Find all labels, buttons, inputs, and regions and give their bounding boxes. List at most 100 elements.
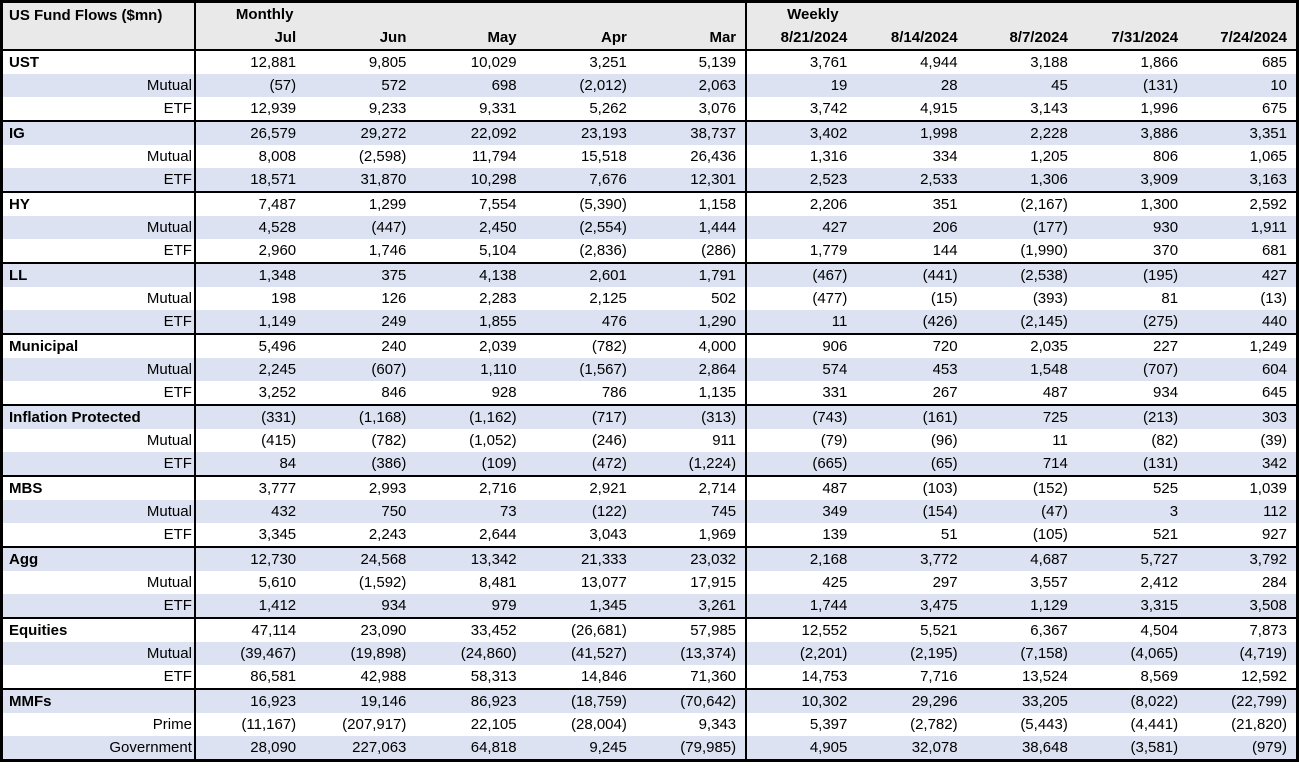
value-cell: 139	[822, 526, 848, 543]
value-cell: 3,402	[746, 120, 857, 145]
value-cell: 5,397	[809, 716, 848, 733]
value-cell: (39)	[1260, 432, 1287, 449]
value-cell: 267	[932, 384, 958, 401]
sub-row: ETF 1,149 249 1,855 476 1,290 11 (426) (2,145) (2…	[1, 310, 1298, 334]
value-cell: 806	[1153, 148, 1179, 165]
value-cell: 4,504	[1076, 617, 1188, 642]
value-cell: (1,162)	[415, 404, 526, 429]
value-cell: 3,761	[746, 49, 857, 74]
value-cell: 11	[1052, 432, 1068, 449]
group-row: Equities 47,114 23,090 33,452 (26,681) 57,985…	[1, 617, 1298, 642]
value-cell: 2,450	[479, 219, 517, 236]
column-header: Jul	[194, 26, 306, 50]
value-cell: (70,642)	[635, 688, 748, 713]
value-cell: 3,251	[525, 49, 636, 74]
value-cell: 9,805	[305, 49, 416, 74]
value-cell: 8,569	[1140, 668, 1179, 685]
row-label: Mutual	[1, 74, 196, 97]
value-cell: 3,252	[258, 384, 297, 401]
value-cell: (18,759)	[525, 688, 636, 713]
value-cell: 331	[822, 384, 848, 401]
value-cell: 26,579	[194, 120, 306, 145]
value-cell: 31,870	[360, 171, 407, 188]
value-cell: (1,224)	[635, 452, 748, 476]
row-label: Prime	[1, 713, 196, 736]
value-cell: (2,012)	[579, 77, 627, 94]
value-cell: 86,923	[415, 688, 526, 713]
value-cell: (39,467)	[240, 645, 297, 662]
value-cell: 4,528	[258, 219, 297, 236]
value-cell: (4,065)	[1130, 645, 1179, 662]
value-cell: 2,412	[1140, 574, 1179, 591]
value-cell: 934	[381, 597, 407, 614]
value-cell: 6,367	[966, 617, 1077, 642]
value-cell: (467)	[746, 262, 857, 287]
value-cell: 1,205	[1030, 148, 1068, 165]
value-cell: 2,283	[479, 290, 517, 307]
value-cell: 126	[381, 290, 407, 307]
group-row: Agg 12,730 24,568 13,342 21,333 23,032 2,168 3,…	[1, 546, 1298, 571]
value-cell: (57)	[269, 77, 297, 94]
value-cell: 5,262	[589, 100, 627, 117]
value-cell: 4,687	[966, 546, 1077, 571]
value-cell: 19,146	[305, 688, 416, 713]
value-cell: 3,475	[920, 597, 958, 614]
value-cell: 10,029	[415, 49, 526, 74]
value-cell: 206	[932, 219, 958, 236]
value-cell: (177)	[1032, 219, 1068, 236]
value-cell: 1,306	[1030, 171, 1068, 188]
row-label: ETF	[1, 452, 196, 476]
value-cell: 3,742	[809, 100, 848, 117]
value-cell: (4,441)	[1130, 716, 1179, 733]
value-cell: 5,496	[194, 333, 306, 358]
value-cell: 349	[822, 503, 848, 520]
value-cell: 2,864	[635, 358, 748, 381]
value-cell: (707)	[1143, 361, 1179, 378]
value-cell: 58,313	[470, 668, 517, 685]
value-cell: 4,138	[415, 262, 526, 287]
value-cell: 9,343	[635, 713, 748, 736]
value-cell: 42,988	[360, 668, 407, 685]
value-cell: 3	[1169, 503, 1179, 520]
value-cell: (331)	[194, 404, 306, 429]
group-row: LL 1,348 375 4,138 2,601 1,791 (467) (441) (2,53…	[1, 262, 1298, 287]
value-cell: 4,000	[635, 333, 748, 358]
value-cell: (65)	[930, 455, 958, 472]
value-cell: (607)	[371, 361, 407, 378]
column-header: Mar	[635, 26, 748, 50]
value-cell: (1,168)	[305, 404, 416, 429]
value-cell: 4,944	[856, 49, 967, 74]
value-cell: (109)	[481, 455, 517, 472]
value-cell: (41,527)	[570, 645, 627, 662]
value-cell: 1,791	[635, 262, 748, 287]
value-cell: (5,390)	[525, 191, 636, 216]
value-cell: 32,078	[911, 739, 958, 756]
value-cell: (19,898)	[350, 645, 407, 662]
value-cell: 725	[966, 404, 1077, 429]
row-label: Mutual	[1, 642, 196, 665]
value-cell: 525	[1076, 475, 1188, 500]
value-cell: 2,921	[525, 475, 636, 500]
value-cell: 1,855	[479, 313, 517, 330]
value-cell: 86,581	[250, 668, 297, 685]
value-cell: 2,243	[368, 526, 407, 543]
value-cell: (2,167)	[966, 191, 1077, 216]
row-label: ETF	[1, 381, 196, 405]
value-cell: (82)	[1151, 432, 1179, 449]
group-label: Agg	[1, 546, 196, 571]
group-label: MBS	[1, 475, 196, 500]
row-label: Government	[1, 736, 196, 761]
value-cell: 1,135	[635, 381, 748, 405]
value-cell: 4,915	[920, 100, 958, 117]
value-cell: (131)	[1143, 77, 1179, 94]
value-cell: 2,644	[479, 526, 517, 543]
value-cell: 10,298	[470, 171, 517, 188]
value-cell: 351	[856, 191, 967, 216]
value-cell: 9,245	[589, 739, 627, 756]
value-cell: 10,302	[746, 688, 857, 713]
value-cell: 5,104	[479, 242, 517, 259]
value-cell: (472)	[591, 455, 627, 472]
value-cell: (15)	[930, 290, 958, 307]
value-cell: 1,158	[635, 191, 748, 216]
value-cell: 28	[940, 77, 958, 94]
